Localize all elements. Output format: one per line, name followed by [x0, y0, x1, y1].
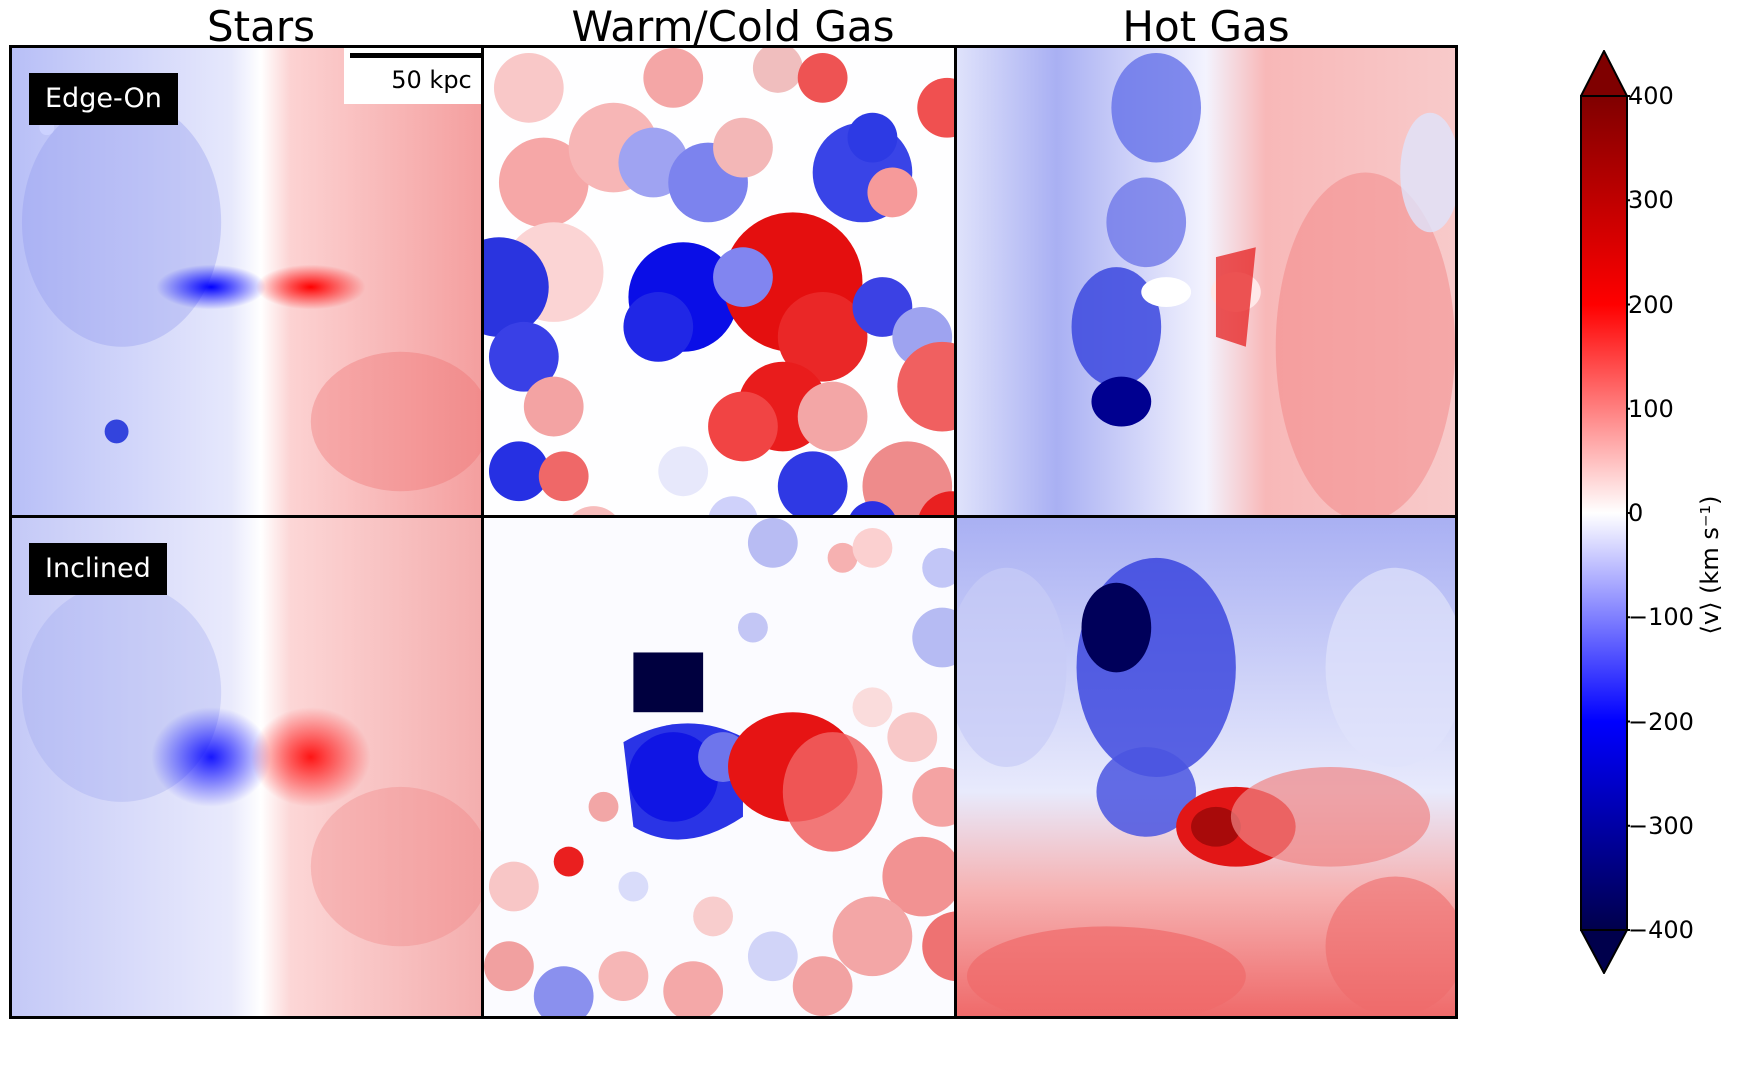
- colorbar-tick-label: 300: [1628, 186, 1674, 215]
- velocity-map-edge-on-warm-cold-gas: [484, 48, 982, 546]
- colorbar-extend-max-triangle: [1580, 50, 1629, 97]
- velocity-map-inclined-hot-gas: [957, 518, 1455, 1016]
- panel-inclined-warm-cold-gas: [481, 515, 985, 1019]
- colorbar: [1580, 50, 1630, 974]
- colorbar-tick-label: 100: [1628, 394, 1674, 423]
- colorbar-gradient: [1580, 95, 1628, 931]
- velocity-map-inclined-warm-cold-gas: [484, 518, 982, 1016]
- velocity-map-edge-on-stars: [12, 48, 510, 546]
- row-tag-inclined: Inclined: [29, 543, 167, 595]
- column-title-hot-gas: Hot Gas: [1122, 2, 1290, 51]
- colorbar-tick-label: −400: [1628, 916, 1694, 944]
- panel-edge-on-stars: Edge-On 50 kpc: [9, 45, 513, 549]
- colorbar-tick-label: 200: [1628, 290, 1674, 319]
- row-tag-edge-on: Edge-On: [29, 73, 178, 125]
- column-title-stars: Stars: [206, 2, 315, 51]
- column-title-warm-cold-gas: Warm/Cold Gas: [571, 2, 895, 51]
- colorbar-tick-label: −300: [1628, 811, 1694, 840]
- panel-edge-on-hot-gas: [954, 45, 1458, 549]
- colorbar-tick-label: −200: [1628, 707, 1694, 736]
- panel-inclined-stars: Inclined: [9, 515, 513, 1019]
- scale-bar-label: 50 kpc: [391, 66, 472, 94]
- colorbar-extend-min-triangle: [1580, 929, 1629, 974]
- colorbar-label: ⟨v⟩ (km s⁻¹): [1696, 495, 1724, 635]
- panel-inclined-hot-gas: [954, 515, 1458, 1019]
- colorbar-tick-label: −100: [1628, 603, 1694, 632]
- velocity-map-inclined-stars: [12, 518, 510, 1016]
- colorbar-tick-label: 400: [1628, 82, 1674, 110]
- panel-edge-on-warm-cold-gas: [481, 45, 985, 549]
- scale-bar: [350, 53, 510, 58]
- velocity-map-edge-on-hot-gas: [957, 48, 1455, 546]
- colorbar-tick-label: 0: [1628, 499, 1644, 527]
